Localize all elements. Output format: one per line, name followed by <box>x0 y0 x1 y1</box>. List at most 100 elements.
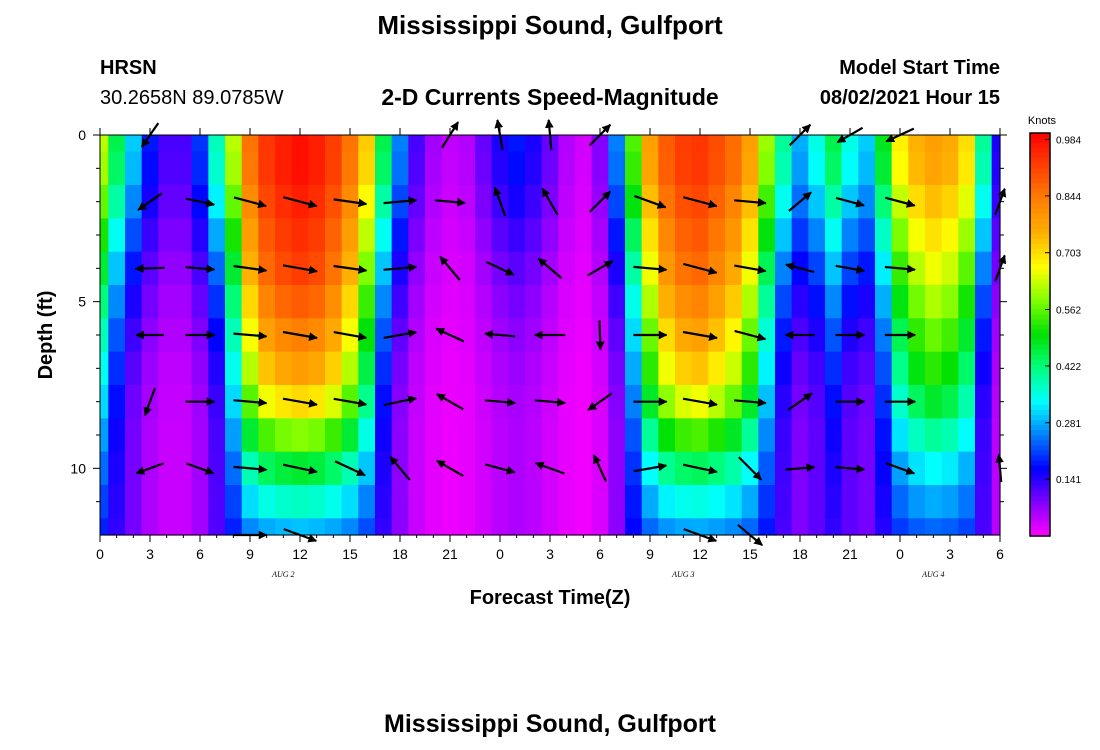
heatmap-cell <box>675 385 693 419</box>
heatmap-cell <box>558 318 576 353</box>
heatmap-cell <box>758 418 776 453</box>
heatmap-cell <box>708 318 726 353</box>
heatmap-cell <box>341 151 359 186</box>
heatmap-cell <box>425 151 443 186</box>
heatmap-cell <box>325 218 343 253</box>
heatmap-cell <box>708 451 726 486</box>
heatmap-cell <box>791 285 809 319</box>
colorbar-segment <box>1030 480 1050 487</box>
heatmap-cell <box>225 451 243 486</box>
heatmap-cell <box>458 135 476 153</box>
heatmap-cell <box>841 485 859 519</box>
heatmap-cell <box>658 451 676 486</box>
current-vector <box>137 192 163 211</box>
heatmap-cell <box>325 318 343 353</box>
heatmap-cell <box>100 518 109 536</box>
heatmap-cell <box>441 218 459 253</box>
heatmap-cell <box>925 318 943 353</box>
heatmap-cell <box>858 218 876 253</box>
x-tick-label: 0 <box>496 546 504 562</box>
x-tick-label: 12 <box>692 546 708 562</box>
heatmap-cell <box>441 285 459 319</box>
heatmap-cell <box>341 351 359 386</box>
heatmap-cell <box>575 385 593 419</box>
heatmap-cell <box>275 485 293 519</box>
current-vector <box>485 463 516 475</box>
colorbar-segment <box>1030 143 1050 149</box>
heatmap-cell <box>575 518 593 536</box>
heatmap-cell <box>825 318 843 353</box>
heatmap-cell <box>391 351 409 386</box>
heatmap-cell <box>425 135 443 153</box>
heatmap-cell <box>941 135 959 153</box>
heatmap-cell <box>208 185 226 219</box>
heatmap-cell <box>891 485 909 519</box>
heatmap-cell <box>375 351 393 386</box>
heatmap-cell <box>208 135 226 153</box>
current-vector <box>333 331 368 341</box>
heatmap-cell <box>708 251 726 286</box>
heatmap-cell <box>741 418 759 453</box>
x-tick-label: 9 <box>246 546 254 562</box>
heatmap-cell <box>325 151 343 186</box>
current-vector <box>633 264 668 274</box>
heatmap-cell <box>358 185 376 219</box>
heatmap-cell <box>425 385 443 419</box>
heatmap-cell <box>375 318 393 353</box>
heatmap-cell <box>308 285 326 319</box>
heatmap-cell <box>341 418 359 453</box>
heatmap-cell <box>841 285 859 319</box>
heatmap-cell <box>208 218 226 253</box>
heatmap-cell <box>825 351 843 386</box>
heatmap-cell <box>225 518 243 536</box>
colorbar-segment <box>1030 530 1050 537</box>
heatmap-cell <box>458 385 476 419</box>
colorbar-segment <box>1030 405 1050 411</box>
heatmap-cell <box>675 351 693 386</box>
colorbar-segment <box>1030 394 1050 401</box>
heatmap-cell <box>825 218 843 253</box>
heatmap-cell <box>925 218 943 253</box>
heatmap-cell <box>291 518 309 536</box>
colorbar-segment <box>1030 490 1050 497</box>
heatmap-cell <box>775 485 793 519</box>
heatmap-cell <box>491 351 509 386</box>
colorbar-segment <box>1030 274 1050 280</box>
heatmap-cell <box>525 485 543 519</box>
colorbar-segment <box>1030 133 1050 139</box>
heatmap-cell <box>675 135 693 153</box>
heatmap-cell <box>875 518 893 536</box>
heatmap-cell <box>875 218 893 253</box>
current-vector <box>534 397 566 407</box>
heatmap-cell <box>875 385 893 419</box>
heatmap-cell <box>158 285 176 319</box>
heatmap-cell <box>708 135 726 153</box>
heatmap-cell <box>325 285 343 319</box>
current-vector <box>233 464 268 474</box>
current-vector <box>682 397 718 408</box>
current-vector <box>282 397 318 408</box>
heatmap-cell <box>758 251 776 286</box>
date-label: AUG 2 <box>271 570 294 579</box>
heatmap-cell <box>975 485 993 519</box>
heatmap-cell <box>475 451 493 486</box>
heatmap-cell <box>175 385 193 419</box>
heatmap-cell <box>558 451 576 486</box>
heatmap-cell <box>275 518 293 536</box>
heatmap-cell <box>708 385 726 419</box>
heatmap-cell <box>108 418 126 453</box>
colorbar-segment <box>1030 253 1050 260</box>
heatmap-cell <box>475 218 493 253</box>
heatmap-cell <box>725 135 743 153</box>
heatmap-cell <box>675 318 693 353</box>
heatmap-cell <box>858 135 876 153</box>
heatmap-cell <box>408 135 426 153</box>
heatmap-cell <box>591 485 609 519</box>
heatmap-cell <box>158 251 176 286</box>
heatmap-cell <box>325 485 343 519</box>
current-vector <box>282 463 318 475</box>
heatmap-cell <box>408 185 426 219</box>
heatmap-cell <box>625 351 643 386</box>
heatmap-cell <box>308 135 326 153</box>
y-tick-label: 5 <box>78 294 86 310</box>
